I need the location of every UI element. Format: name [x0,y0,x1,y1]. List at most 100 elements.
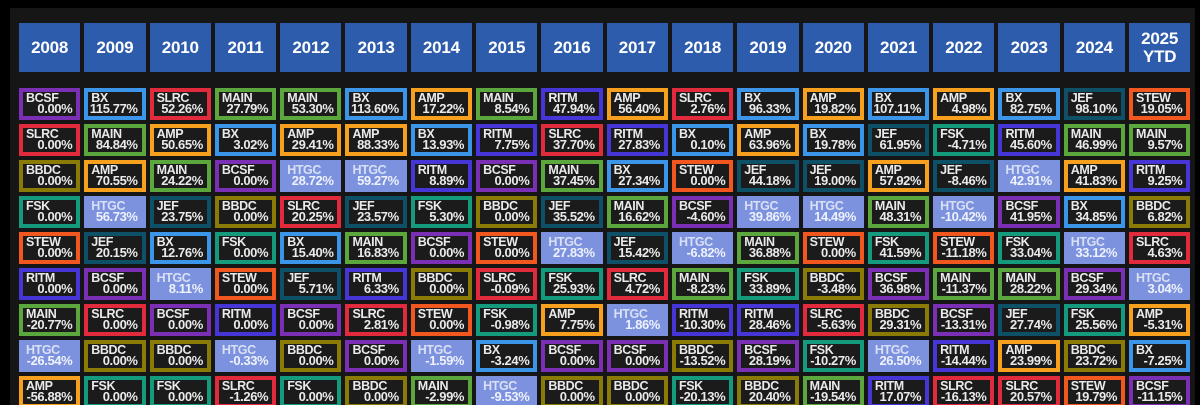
return-cell[interactable]: BBDC -3.48% [802,268,864,300]
return-cell[interactable]: BX 96.33% [737,88,799,120]
return-cell[interactable]: BBDC 20.40% [737,376,799,405]
return-cell[interactable]: MAIN -2.99% [410,376,473,405]
return-cell[interactable]: BCSF 0.00% [214,160,277,192]
return-cell[interactable]: RITM 9.25% [1129,160,1191,192]
return-cell[interactable]: MAIN -20.77% [19,304,81,336]
return-cell[interactable]: AMP 29.41% [280,124,342,156]
return-cell[interactable]: SLRC 2.76% [671,88,734,120]
return-cell[interactable]: BX 27.34% [606,160,668,192]
return-cell[interactable]: JEF 44.18% [737,160,799,192]
return-cell[interactable]: JEF 35.52% [541,196,603,228]
return-cell[interactable]: BCSF 28.19% [737,340,799,372]
return-cell[interactable]: SLRC -5.63% [802,304,864,336]
return-cell[interactable]: HTGC 1.86% [606,304,668,336]
return-cell[interactable]: HTGC 26.50% [867,340,930,372]
return-cell[interactable]: STEW 0.00% [214,268,277,300]
return-cell[interactable]: HTGC 56.73% [84,196,146,228]
return-cell[interactable]: SLRC 0.00% [19,124,81,156]
return-cell[interactable]: RITM 27.83% [606,124,668,156]
return-cell[interactable]: BCSF 0.00% [149,304,211,336]
return-cell[interactable]: HTGC 59.27% [345,160,407,192]
return-cell[interactable]: BBDC -13.52% [671,340,734,372]
return-cell[interactable]: JEF 98.10% [1063,88,1126,120]
return-cell[interactable]: BCSF 0.00% [541,340,603,372]
return-cell[interactable]: RITM 28.46% [737,304,799,336]
return-cell[interactable]: BBDC 0.00% [541,376,603,405]
return-cell[interactable]: MAIN 9.57% [1129,124,1191,156]
return-cell[interactable]: RITM 47.94% [541,88,603,120]
return-cell[interactable]: FSK -0.98% [476,304,538,336]
return-cell[interactable]: STEW 0.00% [476,232,538,264]
return-cell[interactable]: AMP 17.22% [410,88,473,120]
return-cell[interactable]: JEF 61.95% [867,124,930,156]
return-cell[interactable]: BX 0.10% [671,124,734,156]
return-cell[interactable]: STEW 0.00% [671,160,734,192]
return-cell[interactable]: BCSF 0.00% [84,268,146,300]
return-cell[interactable]: BCSF -11.15% [1129,376,1191,405]
return-cell[interactable]: MAIN -8.23% [671,268,734,300]
return-cell[interactable]: FSK -4.71% [933,124,995,156]
return-cell[interactable]: FSK 25.93% [541,268,603,300]
return-cell[interactable]: AMP 88.33% [345,124,407,156]
return-cell[interactable]: BCSF 0.00% [19,88,81,120]
return-cell[interactable]: FSK 25.56% [1063,304,1126,336]
return-cell[interactable]: MAIN 53.30% [280,88,342,120]
return-cell[interactable]: JEF 15.42% [606,232,668,264]
return-cell[interactable]: JEF 23.75% [149,196,211,228]
return-cell[interactable]: BBDC 0.00% [149,340,211,372]
return-cell[interactable]: STEW 19.79% [1063,376,1126,405]
return-cell[interactable]: BBDC 0.00% [606,376,668,405]
return-cell[interactable]: STEW 0.00% [19,232,81,264]
return-cell[interactable]: HTGC -9.53% [476,376,538,405]
return-cell[interactable]: HTGC -1.59% [410,340,473,372]
return-cell[interactable]: AMP 19.82% [802,88,864,120]
return-cell[interactable]: SLRC 20.25% [280,196,342,228]
return-cell[interactable]: AMP 57.92% [867,160,930,192]
return-cell[interactable]: JEF -8.46% [933,160,995,192]
return-cell[interactable]: JEF 23.57% [345,196,407,228]
return-cell[interactable]: BX -7.25% [1129,340,1191,372]
return-cell[interactable]: RITM 17.07% [867,376,930,405]
return-cell[interactable]: SLRC 0.00% [84,304,146,336]
return-cell[interactable]: BX 107.11% [867,88,930,120]
return-cell[interactable]: BBDC 23.72% [1063,340,1126,372]
return-cell[interactable]: JEF 20.15% [84,232,146,264]
return-cell[interactable]: HTGC 3.04% [1129,268,1191,300]
return-cell[interactable]: BBDC 0.00% [476,196,538,228]
return-cell[interactable]: AMP 23.99% [998,340,1060,372]
return-cell[interactable]: BX 113.60% [345,88,407,120]
return-cell[interactable]: SLRC 2.81% [345,304,407,336]
return-cell[interactable]: FSK 0.00% [214,232,277,264]
return-cell[interactable]: BCSF 0.00% [606,340,668,372]
return-cell[interactable]: BCSF 29.34% [1063,268,1126,300]
return-cell[interactable]: BX 82.75% [998,88,1060,120]
return-cell[interactable]: HTGC 27.83% [541,232,603,264]
return-cell[interactable]: BCSF -4.60% [671,196,734,228]
return-cell[interactable]: BX 13.93% [410,124,473,156]
return-cell[interactable]: BCSF 41.95% [998,196,1060,228]
return-cell[interactable]: SLRC 20.57% [998,376,1060,405]
return-cell[interactable]: HTGC 42.91% [998,160,1060,192]
return-cell[interactable]: FSK 0.00% [84,376,146,405]
return-cell[interactable]: FSK -20.13% [671,376,734,405]
return-cell[interactable]: FSK 0.00% [149,376,211,405]
return-cell[interactable]: BX 115.77% [84,88,146,120]
return-cell[interactable]: AMP 56.40% [606,88,668,120]
return-cell[interactable]: SLRC 52.26% [149,88,211,120]
return-cell[interactable]: AMP 4.98% [933,88,995,120]
return-cell[interactable]: BCSF -13.31% [933,304,995,336]
return-cell[interactable]: BBDC 0.00% [345,376,407,405]
return-cell[interactable]: AMP 41.83% [1063,160,1126,192]
return-cell[interactable]: BX 3.02% [214,124,277,156]
return-cell[interactable]: RITM 0.00% [19,268,81,300]
return-cell[interactable]: HTGC 33.12% [1063,232,1126,264]
return-cell[interactable]: AMP 70.55% [84,160,146,192]
return-cell[interactable]: BBDC 0.00% [280,340,342,372]
return-cell[interactable]: SLRC -16.13% [933,376,995,405]
return-cell[interactable]: MAIN 24.22% [149,160,211,192]
return-cell[interactable]: SLRC -1.26% [214,376,277,405]
return-cell[interactable]: JEF 5.71% [280,268,342,300]
return-cell[interactable]: STEW 0.00% [802,232,864,264]
return-cell[interactable]: BBDC 29.31% [867,304,930,336]
return-cell[interactable]: RITM 6.33% [345,268,407,300]
